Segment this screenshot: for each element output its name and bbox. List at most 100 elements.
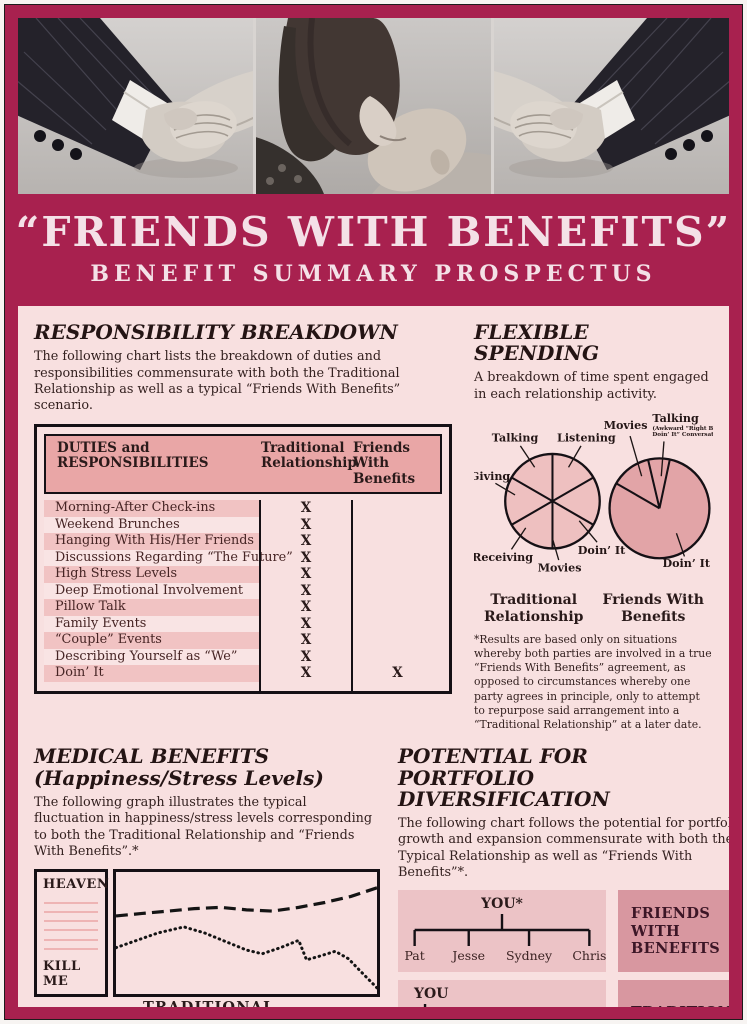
fwb-pie-sublabel-line2: Doin’ It” Conversation) [652, 431, 713, 438]
line-chart-svg [116, 886, 377, 990]
pie-label-giving: Giving [474, 470, 510, 483]
pie-label-receiving: Receiving [474, 551, 533, 564]
table-spacer-row [44, 681, 442, 691]
responsibility-heading: RESPONSIBILITY BREAKDOWN [34, 320, 398, 344]
fwb-tree-row: YOU* Pat Jesse Sydney [398, 890, 729, 973]
fwb-side-label: FRIENDS WITH BENEFITS [631, 905, 721, 958]
y-axis-box: HEAVEN KILL ME [34, 869, 110, 998]
traditional-mark-cell: X [259, 648, 351, 666]
medical-heading-line1: MEDICAL BENEFITS [34, 744, 270, 769]
fwb-pie-sublabel-line1: (Awkward “Right Before [652, 425, 713, 432]
table-row: Morning-After Check-ins X [44, 500, 442, 517]
legend-traditional: TRADITIONAL RELATIONSHIP [34, 999, 380, 1007]
traditional-tree-root: YOU [414, 986, 449, 1003]
portfolio-intro: The following chart follows the potentia… [398, 815, 729, 881]
table-row: Describing Yourself as “We” X [44, 648, 442, 666]
fwb-mark-cell [351, 566, 442, 583]
handshake-photo-left [18, 18, 253, 194]
fwb-mark-cell [351, 549, 442, 567]
table-row: Doin’ It X X [44, 665, 442, 682]
pie-slice-boundary [551, 500, 594, 526]
fwb-tree-root: YOU* [481, 896, 523, 913]
series-dashed-line [116, 886, 377, 918]
duty-cell: Describing Yourself as “We” [44, 648, 259, 666]
fwb-mark-cell [351, 599, 442, 616]
photo-strip [18, 18, 729, 194]
pie-label-movies: Movies [538, 562, 582, 575]
traditional-pie-slices [511, 454, 594, 549]
plot-area [113, 869, 380, 998]
content-area: RESPONSIBILITY BREAKDOWN The following c… [18, 306, 729, 1007]
happiness-graph: HEAVEN KILL ME [34, 869, 380, 998]
table-row: Deep Emotional Involvement X [44, 582, 442, 600]
fwb-mark-cell [351, 648, 442, 666]
duty-cell: Doin’ It [44, 665, 259, 682]
fwb-mark-cell [351, 615, 442, 633]
medical-heading: MEDICAL BENEFITS (Happiness/Stress Level… [34, 746, 380, 788]
flexible-intro: A breakdown of time spent engaged in eac… [474, 370, 709, 402]
duty-cell: Family Events [44, 615, 259, 633]
title-banner: “FRIENDS WITH BENEFITS” BENEFIT SUMMARY … [5, 194, 742, 306]
col-header-fwb: Friends With Benefits [353, 439, 416, 487]
tree-leaf-pat: Pat [404, 948, 425, 964]
traditional-tree-connectors [423, 1004, 427, 1007]
flexible-spending-section: FLEXIBLE SPENDING A breakdown of time sp… [474, 320, 713, 732]
fwb-tree-connectors [413, 914, 591, 947]
traditional-mark-cell: X [259, 500, 351, 517]
kissing-couple-photo [256, 18, 491, 194]
duty-cell: Deep Emotional Involvement [44, 582, 259, 600]
fwb-mark-cell: X [351, 665, 442, 682]
traditional-mark-cell: X [259, 566, 351, 583]
medical-heading-line2: (Happiness/Stress Levels) [34, 765, 324, 790]
duty-cell: Weekend Brunches [44, 516, 259, 534]
flexible-heading: FLEXIBLE SPENDING [474, 320, 600, 366]
poster-title: “FRIENDS WITH BENEFITS” [15, 208, 732, 256]
handshake-photo-right [494, 18, 729, 194]
medical-intro: The following graph illustrates the typi… [34, 794, 373, 859]
table-row: Hanging With His/Her Friends X [44, 533, 442, 550]
traditional-mark-cell: X [259, 615, 351, 633]
fwb-pie-label-doin-it: Doin’ It [662, 557, 710, 570]
responsibility-intro: The following chart lists the breakdown … [34, 349, 401, 414]
poster-frame: “FRIENDS WITH BENEFITS” BENEFIT SUMMARY … [4, 4, 743, 1020]
traditional-pie-caption: Traditional Relationship [484, 592, 584, 625]
fwb-side-box: FRIENDS WITH BENEFITS [618, 890, 729, 973]
pie-charts-svg: Talking Listening Giving Receiving Movie… [474, 412, 713, 575]
portfolio-heading-line1: POTENTIAL FOR [398, 744, 588, 769]
y-axis-rules [43, 892, 99, 959]
fwb-pie [608, 457, 711, 560]
table-row: Weekend Brunches X [44, 516, 442, 534]
fwb-mark-cell [351, 632, 442, 649]
fwb-mark-cell [351, 500, 442, 517]
portfolio-heading-line2: PORTFOLIO DIVERSIFICATION [398, 765, 610, 811]
fwb-mark-cell [351, 533, 442, 550]
responsibility-section: RESPONSIBILITY BREAKDOWN The following c… [34, 320, 452, 732]
traditional-mark-cell: X [259, 599, 351, 616]
flexible-footnote: *Results are based only on situations wh… [474, 632, 712, 732]
traditional-tree-diagram: YOU Boy/Girlfriend Mistress/Pool boy** [398, 980, 606, 1007]
traditional-side-box: TRADITIONAL RELATIONSHIP [618, 980, 729, 1007]
fwb-pie-label-talking: Talking [652, 412, 699, 425]
y-axis-bottom-label: KILL ME [43, 959, 81, 990]
table-row: High Stress Levels X [44, 566, 442, 583]
table-row: Discussions Regarding “The Future” X [44, 549, 442, 567]
traditional-mark-cell: X [259, 582, 351, 600]
traditional-side-label: TRADITIONAL RELATIONSHIP [631, 1004, 729, 1007]
y-axis-top-label: HEAVEN [43, 877, 110, 893]
pie-slice-boundary [647, 459, 661, 509]
traditional-mark-cell: X [259, 632, 351, 649]
table-row: Family Events X [44, 615, 442, 633]
duties-table-body: Morning-After Check-ins X Weekend Brunches… [44, 500, 442, 682]
duty-cell: Discussions Regarding “The Future” [44, 549, 293, 567]
duty-cell: Pillow Talk [44, 599, 259, 616]
duties-table: DUTIES and RESPONSIBILITIES Traditional … [34, 423, 452, 694]
tree-leaf-jesse: Jesse [452, 948, 486, 964]
col-header-traditional: Traditional Relationship [261, 439, 357, 472]
table-row: Pillow Talk X [44, 599, 442, 616]
fwb-mark-cell [351, 516, 442, 534]
pie-label-talking: Talking [492, 432, 539, 445]
fwb-pie-caption: Friends With Benefits [602, 592, 704, 625]
traditional-mark-cell: X [259, 549, 351, 567]
legend-traditional-label: TRADITIONAL RELATIONSHIP [143, 999, 380, 1007]
duty-cell: High Stress Levels [44, 566, 259, 583]
